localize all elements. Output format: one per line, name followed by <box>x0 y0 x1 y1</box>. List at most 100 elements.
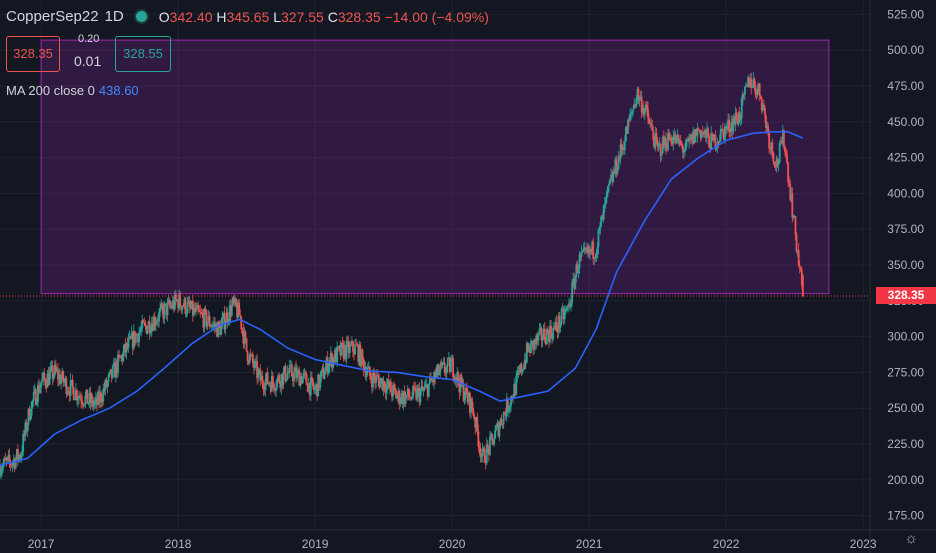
candle-body <box>643 109 646 115</box>
candle-body <box>436 364 439 373</box>
candle-body <box>784 146 786 152</box>
symbol-name[interactable]: CopperSep22 <box>6 8 99 25</box>
candle-body <box>394 387 397 392</box>
candle-body <box>602 205 605 220</box>
candle-body <box>313 386 315 391</box>
candle-body <box>734 113 737 125</box>
candle-body <box>17 449 19 460</box>
candle-body <box>231 297 234 305</box>
candle-body <box>525 343 528 363</box>
candle-body <box>680 143 683 146</box>
candle-body <box>416 389 419 400</box>
candle-body <box>598 227 601 230</box>
candle-body <box>561 308 564 310</box>
candle-body <box>212 323 215 325</box>
candle-body <box>693 130 696 143</box>
candle-body <box>37 385 39 403</box>
candle-body <box>271 375 274 384</box>
candle-body <box>663 137 666 147</box>
candle-body <box>220 323 223 335</box>
candle-body <box>473 414 476 419</box>
candle-body <box>340 342 343 356</box>
candle-body <box>792 217 795 218</box>
candle-body <box>393 384 395 388</box>
candle-body <box>584 247 587 250</box>
candle-body <box>699 129 702 138</box>
candle-body <box>703 129 706 132</box>
candle-body <box>513 383 516 399</box>
candle-body <box>263 389 266 391</box>
candle-body <box>344 345 347 359</box>
candle-body <box>427 383 430 397</box>
candle-body <box>295 367 297 379</box>
candle-body <box>601 215 604 220</box>
candle-body <box>146 327 149 334</box>
candle-body <box>371 380 373 388</box>
candle-body <box>34 389 37 405</box>
candle-body <box>286 372 289 380</box>
candle-body <box>506 398 509 412</box>
candle-body <box>84 395 87 405</box>
candle-body <box>567 305 569 308</box>
candle-body <box>744 87 746 95</box>
candle-body <box>48 372 51 385</box>
candle-body <box>620 143 623 150</box>
spread-value: 0.01 <box>74 53 102 69</box>
candle-body <box>367 366 370 368</box>
candle-body <box>224 322 227 330</box>
price-tick-label: 400.00 <box>887 186 924 200</box>
candle-body <box>505 398 508 417</box>
candle-body <box>585 249 588 253</box>
candle-body <box>626 127 628 134</box>
ma-indicator-value: 438.60 <box>98 83 139 98</box>
candle-body <box>335 349 338 363</box>
candle-body <box>607 185 609 192</box>
time-tick-label: 2017 <box>28 537 55 551</box>
candle-body <box>38 385 40 393</box>
candle-body <box>654 133 657 148</box>
candle-body <box>100 392 103 402</box>
candle-body <box>791 193 794 218</box>
timeframe-label[interactable]: 1D <box>104 8 124 25</box>
candle-body <box>383 381 386 390</box>
candle-body <box>258 369 261 371</box>
candle-body <box>720 128 723 130</box>
candle-body <box>426 384 429 397</box>
candle-body <box>196 305 198 308</box>
candle-body <box>476 417 479 432</box>
candle-body <box>420 386 423 391</box>
candle-body <box>769 148 772 150</box>
candle-body <box>676 134 679 137</box>
candle-body <box>706 128 708 138</box>
buy-button[interactable]: 328.55 <box>115 36 171 72</box>
candle-body <box>59 374 61 384</box>
candle-body <box>397 390 400 397</box>
candle-body <box>239 314 242 317</box>
candle-body <box>726 126 728 130</box>
candle-body <box>117 354 119 374</box>
candle-body <box>202 314 205 328</box>
candle-body <box>472 407 474 415</box>
candle-body <box>0 471 2 476</box>
candle-body <box>79 396 81 398</box>
candle-body <box>238 302 241 315</box>
gear-icon[interactable]: ☼ <box>904 530 918 547</box>
sell-button[interactable]: 328.35 <box>6 36 60 72</box>
candle-body <box>23 434 26 437</box>
candle-body <box>347 341 350 354</box>
candle-body <box>628 120 630 121</box>
price-tick-label: 375.00 <box>887 222 924 236</box>
candle-body <box>163 304 166 319</box>
candle-body <box>407 388 410 397</box>
candle-body <box>417 387 420 390</box>
candle-body <box>237 302 240 318</box>
candle-body <box>361 349 364 359</box>
candle-body <box>130 332 133 339</box>
candle-body <box>762 105 765 109</box>
candle-body <box>312 378 314 387</box>
ma-indicator-legend[interactable]: MA 200 close 0 438.60 <box>6 83 139 98</box>
candle-body <box>339 345 342 356</box>
candle-body <box>147 321 150 328</box>
candle-body <box>509 405 511 409</box>
